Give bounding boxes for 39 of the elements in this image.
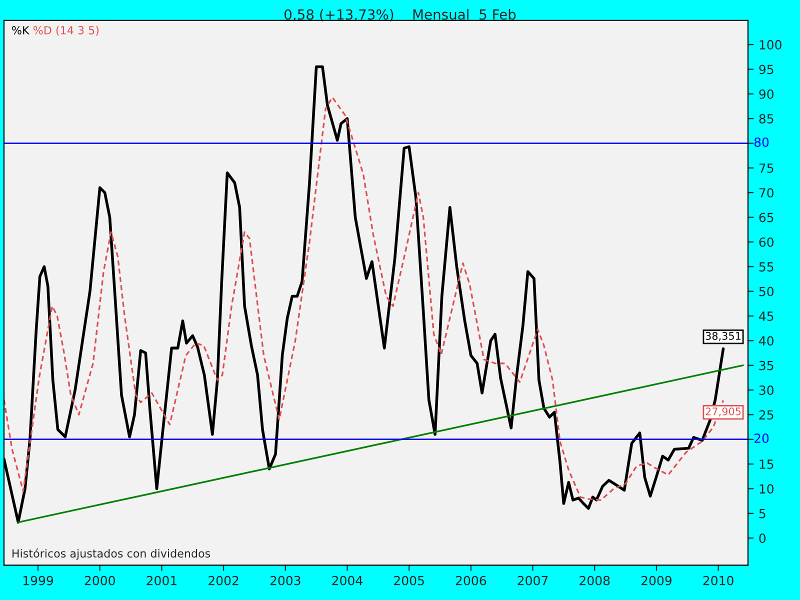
x-tick-label: 2005 [394,576,424,586]
text: %D (14 3 5) [33,26,99,36]
y-tick-label: 15 [760,460,774,469]
y-tick-label: 70 [759,188,774,198]
y-tick-label: 75 [759,164,774,173]
x-tick-label: 2009 [641,576,672,586]
x-tick-label: 2000 [84,576,115,586]
y-tick-label: 85 [759,114,774,124]
y-tick-label: 40 [759,336,774,346]
y-tick-label: 25 [759,410,774,420]
ref-line-label: 20 [754,434,769,443]
y-tick-label: 100 [760,40,782,50]
y-tick-label: 30 [759,385,774,395]
y-tick-label: 65 [759,212,774,222]
chart-title: 0,58 (+13,73%) Mensual 5 Feb [284,9,516,22]
x-tick-label: 2006 [456,576,486,586]
x-tick-label: 2010 [703,576,734,586]
text: %K [12,26,30,34]
y-tick-label: 0 [759,534,766,543]
x-tick-label: 2007 [518,576,548,586]
y-tick-label: 5 [759,509,766,518]
y-tick-label: 35 [759,360,774,370]
annotation: 27,905 [706,407,741,416]
x-tick-label: 2003 [270,576,300,586]
ref-line-label: 80 [754,137,769,147]
y-tick-label: 10 [760,484,774,494]
annotation: Históricos ajustados con dividendos [12,548,210,560]
x-tick-label: 2002 [208,576,238,586]
x-tick-label: 1999 [23,576,54,586]
x-tick-label: 2004 [332,576,362,586]
y-tick-label: 60 [759,237,774,247]
y-tick-label: 45 [759,312,774,321]
annotation: 38,351 [706,332,741,341]
y-tick-label: 95 [759,64,774,74]
y-tick-label: 90 [759,89,774,99]
y-tick-label: 55 [759,262,774,272]
x-tick-label: 2001 [146,576,176,586]
y-tick-label: 50 [759,286,774,296]
x-tick-label: 2008 [580,576,610,586]
